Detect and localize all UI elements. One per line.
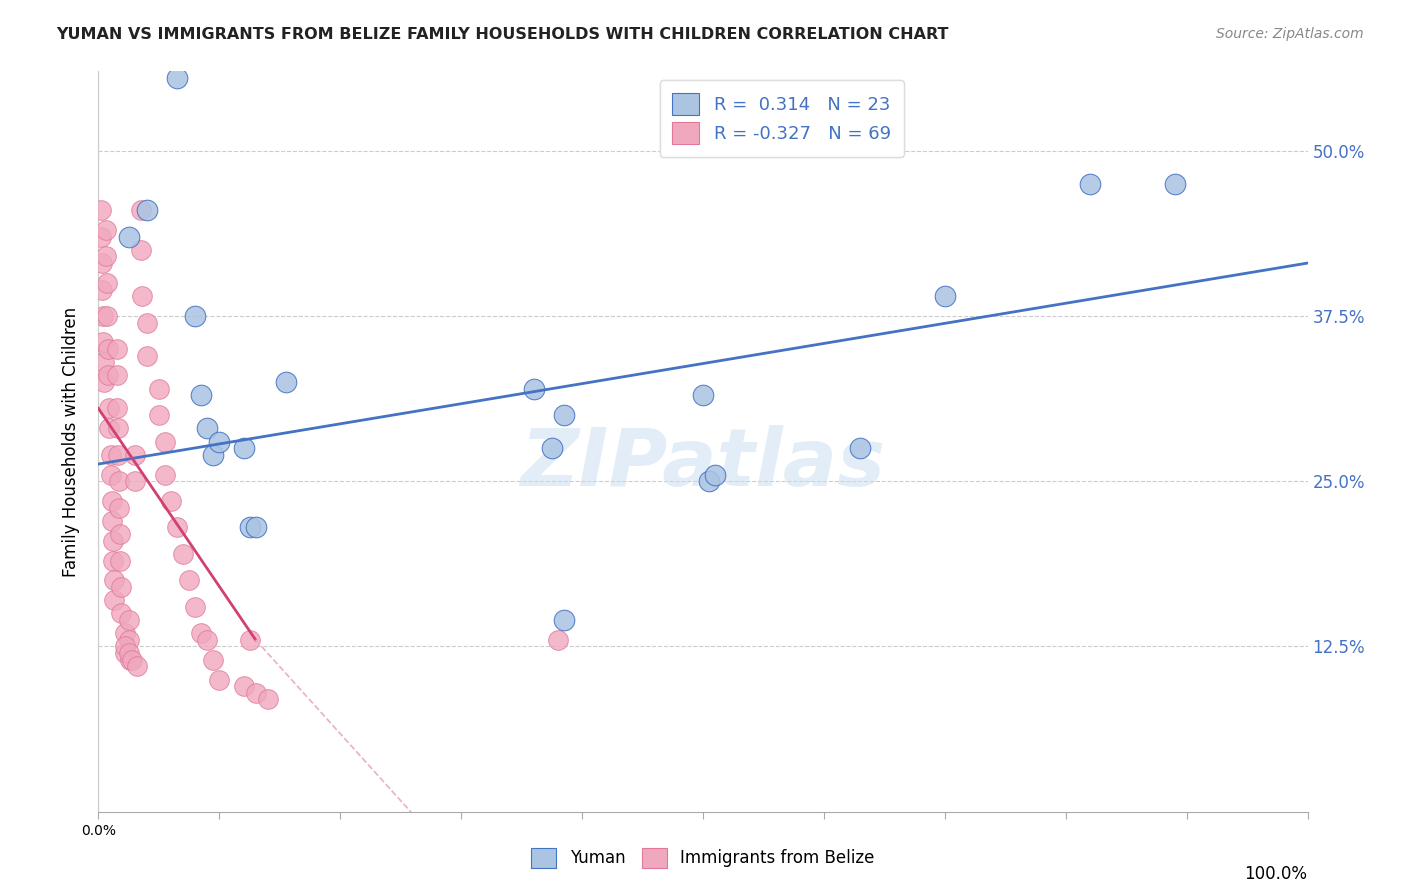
- Point: [108, 527, 131, 541]
- Point: [692, 388, 714, 402]
- Text: ZIPatlas: ZIPatlas: [520, 425, 886, 503]
- Point: [245, 686, 267, 700]
- Y-axis label: Family Households with Children: Family Households with Children: [62, 307, 80, 576]
- Point: [100, 494, 122, 508]
- Point: [148, 382, 170, 396]
- Point: [100, 467, 122, 482]
- Point: [184, 599, 207, 614]
- Point: [100, 448, 122, 462]
- Point: [239, 632, 262, 647]
- Point: [166, 520, 188, 534]
- Point: [108, 500, 131, 515]
- Point: [148, 408, 170, 422]
- Point: [127, 659, 149, 673]
- Point: [129, 203, 152, 218]
- Point: [91, 256, 114, 270]
- Point: [195, 421, 218, 435]
- Point: [97, 342, 120, 356]
- Point: [124, 448, 146, 462]
- Point: [103, 574, 125, 588]
- Point: [91, 309, 114, 323]
- Point: [553, 613, 575, 627]
- Point: [101, 553, 124, 567]
- Point: [114, 640, 136, 654]
- Point: [523, 382, 546, 396]
- Point: [553, 408, 575, 422]
- Point: [91, 283, 114, 297]
- Point: [184, 309, 207, 323]
- Point: [94, 250, 117, 264]
- Point: [208, 673, 231, 687]
- Point: [274, 375, 297, 389]
- Point: [190, 388, 212, 402]
- Point: [135, 316, 157, 330]
- Point: [256, 692, 278, 706]
- Point: [93, 375, 115, 389]
- Point: [97, 368, 120, 383]
- Point: [190, 626, 212, 640]
- Point: [110, 580, 132, 594]
- Point: [202, 448, 225, 462]
- Point: [118, 229, 141, 244]
- Point: [118, 653, 141, 667]
- Point: [114, 646, 136, 660]
- Point: [179, 574, 201, 588]
- Point: [160, 494, 183, 508]
- Point: [105, 368, 128, 383]
- Point: [208, 434, 231, 449]
- Point: [129, 243, 152, 257]
- Point: [697, 474, 720, 488]
- Point: [195, 632, 218, 647]
- Point: [135, 203, 157, 218]
- Point: [105, 401, 128, 416]
- Point: [934, 289, 956, 303]
- Legend: R =  0.314   N = 23, R = -0.327   N = 69: R = 0.314 N = 23, R = -0.327 N = 69: [659, 80, 904, 157]
- Point: [107, 421, 129, 435]
- Point: [107, 448, 129, 462]
- Point: [90, 203, 112, 218]
- Point: [135, 349, 157, 363]
- Point: [98, 401, 121, 416]
- Point: [202, 653, 225, 667]
- Point: [101, 533, 124, 548]
- Point: [124, 474, 146, 488]
- Point: [153, 467, 176, 482]
- Point: [108, 474, 131, 488]
- Point: [118, 613, 141, 627]
- Point: [540, 441, 562, 455]
- Point: [110, 607, 132, 621]
- Point: [121, 653, 143, 667]
- Point: [547, 632, 569, 647]
- Point: [103, 593, 125, 607]
- Point: [239, 520, 262, 534]
- Point: [704, 467, 727, 482]
- Point: [96, 276, 118, 290]
- Point: [232, 679, 254, 693]
- Point: [98, 421, 121, 435]
- Point: [172, 547, 194, 561]
- Text: 100.0%: 100.0%: [1244, 864, 1308, 882]
- Point: [90, 229, 112, 244]
- Point: [105, 342, 128, 356]
- Point: [100, 514, 122, 528]
- Point: [849, 441, 872, 455]
- Point: [131, 289, 153, 303]
- Point: [153, 434, 176, 449]
- Point: [118, 646, 141, 660]
- Point: [114, 626, 136, 640]
- Point: [232, 441, 254, 455]
- Text: Source: ZipAtlas.com: Source: ZipAtlas.com: [1216, 27, 1364, 41]
- Point: [91, 335, 114, 350]
- Point: [94, 223, 117, 237]
- Point: [245, 520, 267, 534]
- Point: [108, 553, 131, 567]
- Legend: Yuman, Immigrants from Belize: Yuman, Immigrants from Belize: [524, 841, 882, 875]
- Point: [93, 355, 115, 369]
- Point: [118, 632, 141, 647]
- Point: [1078, 177, 1101, 191]
- Point: [96, 309, 118, 323]
- Text: YUMAN VS IMMIGRANTS FROM BELIZE FAMILY HOUSEHOLDS WITH CHILDREN CORRELATION CHAR: YUMAN VS IMMIGRANTS FROM BELIZE FAMILY H…: [56, 27, 949, 42]
- Point: [1163, 177, 1185, 191]
- Point: [166, 70, 188, 85]
